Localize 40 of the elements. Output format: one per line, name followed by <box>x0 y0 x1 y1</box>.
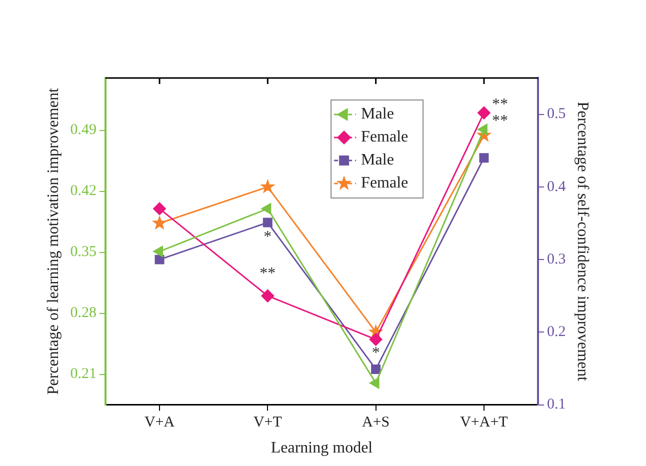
point <box>479 153 489 163</box>
x-tick-label: V+A <box>144 414 175 431</box>
y-tick-label: 0.35 <box>70 244 96 260</box>
point <box>153 202 166 216</box>
x-tick-label: V+T <box>253 414 282 431</box>
y-tick-label: 0.49 <box>70 122 96 138</box>
y2-tick-label: 0.2 <box>547 324 566 340</box>
point <box>154 254 164 264</box>
legend-label: Male <box>361 106 394 123</box>
point <box>153 246 164 258</box>
legend-label: Female <box>361 128 408 146</box>
point <box>261 203 272 214</box>
y-axis-title: Percentage of learning motivation improvement <box>44 88 62 395</box>
point <box>262 218 272 228</box>
annotation: ** <box>492 112 508 130</box>
y-tick-label: 0.21 <box>70 366 96 382</box>
x-tick-label: A+S <box>362 414 390 431</box>
annotation: ** <box>492 96 508 114</box>
point <box>371 364 381 374</box>
legend-label: Female <box>361 174 408 192</box>
annotation: * <box>372 344 380 362</box>
legend-label: Male <box>361 152 394 169</box>
point <box>369 377 380 389</box>
x-tick-label: V+A+T <box>460 414 508 431</box>
y2-tick-label: 0.1 <box>547 396 566 413</box>
y-tick-label: 0.42 <box>70 183 96 200</box>
y2-tick-label: 0.4 <box>547 178 566 195</box>
point <box>152 215 168 230</box>
x-axis-title: Learning model <box>270 440 374 457</box>
y2-tick-label: 0.3 <box>547 251 566 268</box>
point <box>260 178 276 194</box>
y2-axis-title: Percentage of self-confidence improvement <box>574 102 592 382</box>
point <box>477 124 488 136</box>
annotation: * <box>264 228 272 246</box>
annotation: ** <box>260 265 276 282</box>
point <box>477 106 490 120</box>
y2-tick-label: 0.5 <box>547 106 566 122</box>
point <box>261 289 274 302</box>
point <box>369 332 382 346</box>
y-tick-label: 0.28 <box>70 305 96 322</box>
